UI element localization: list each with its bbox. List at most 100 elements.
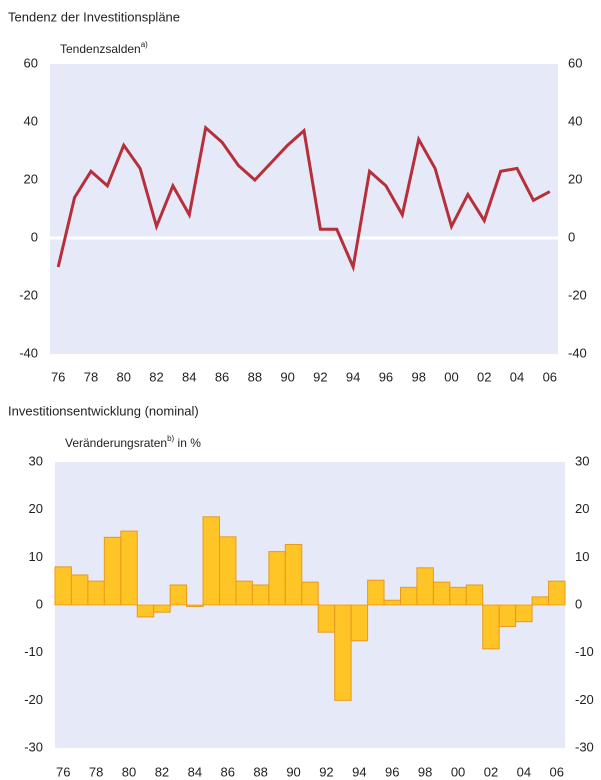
bar: [87, 580, 105, 606]
bar: [54, 566, 72, 606]
axis-label-text: Veränderungsraten: [65, 436, 167, 450]
bar: [186, 604, 204, 607]
x-tick-label: 98: [411, 369, 425, 384]
x-tick-label: 90: [280, 369, 294, 384]
x-tick-label: 86: [221, 764, 235, 779]
x-tick-label: 88: [248, 369, 262, 384]
x-tick-label: 80: [122, 764, 136, 779]
x-tick-label: 94: [346, 369, 360, 384]
x-tick-label: 94: [352, 764, 366, 779]
bar: [103, 536, 122, 606]
bar: [317, 604, 336, 633]
x-tick-label: 98: [418, 764, 432, 779]
bar: [482, 604, 500, 650]
chart-title: Tendenz der Investitionspläne: [8, 9, 180, 24]
axis-label: Veränderungsratenb) in %: [65, 434, 201, 450]
plot-area: [50, 64, 558, 354]
y-tick-label: 20: [24, 171, 38, 186]
chart-title: Investitionsentwicklung (nominal): [8, 403, 199, 418]
bar: [548, 580, 566, 606]
y-tick-label-right: -10: [575, 644, 594, 659]
y-tick-label-right: 60: [568, 55, 582, 70]
x-tick-label: 06: [550, 764, 564, 779]
x-tick-label: 84: [182, 369, 196, 384]
axis-label-note: b): [167, 434, 174, 443]
x-tick-label: 82: [155, 764, 169, 779]
bar: [235, 580, 253, 606]
bar: [399, 586, 418, 606]
x-tick-label: 02: [484, 764, 498, 779]
y-tick-label: 10: [29, 549, 43, 564]
y-tick-label: -30: [24, 739, 43, 754]
bar: [268, 551, 286, 606]
bar: [416, 567, 434, 606]
bar: [219, 536, 237, 606]
x-tick-label: 88: [253, 764, 267, 779]
bar: [531, 596, 550, 606]
y-tick-label: 30: [29, 453, 43, 468]
x-tick-label: 00: [451, 764, 465, 779]
bar: [449, 586, 467, 606]
bar: [251, 584, 270, 606]
y-tick-label: 60: [24, 55, 38, 70]
bar: [169, 584, 188, 606]
x-tick-label: 90: [286, 764, 300, 779]
y-tick-label-right: 0: [575, 596, 582, 611]
bar: [301, 581, 319, 606]
x-tick-label: 06: [543, 369, 557, 384]
bar: [136, 604, 155, 618]
y-tick-label: -10: [24, 644, 43, 659]
bar: [367, 579, 385, 606]
y-tick-label-right: 0: [568, 229, 575, 244]
y-tick-label: 20: [29, 501, 43, 516]
bar: [498, 604, 517, 627]
x-tick-label: 76: [56, 764, 70, 779]
y-tick-label: 40: [24, 113, 38, 128]
y-tick-label-right: -30: [575, 739, 594, 754]
bar: [383, 599, 401, 606]
axis-label-suffix: in %: [178, 436, 202, 450]
x-tick-label: 84: [188, 764, 202, 779]
x-tick-label: 92: [319, 764, 333, 779]
bar: [70, 574, 89, 606]
y-tick-label: 0: [36, 596, 43, 611]
bar: [153, 604, 171, 613]
bar: [284, 543, 303, 606]
x-tick-label: 78: [84, 369, 98, 384]
x-tick-label: 80: [117, 369, 131, 384]
bar: [202, 516, 221, 606]
axis-label-text: Tendenzsalden: [60, 42, 141, 56]
x-tick-label: 76: [51, 369, 65, 384]
bar: [350, 604, 369, 642]
bar: [120, 530, 138, 606]
y-tick-label: 0: [31, 229, 38, 244]
y-tick-label-right: 20: [575, 501, 589, 516]
bar: [432, 581, 451, 606]
x-tick-label: 78: [89, 764, 103, 779]
bar: [465, 584, 484, 606]
x-tick-label: 02: [477, 369, 491, 384]
axis-label-note: a): [141, 40, 148, 49]
bar: [515, 604, 533, 623]
bar: [334, 604, 352, 701]
y-tick-label-right: 10: [575, 549, 589, 564]
x-tick-label: 04: [510, 369, 524, 384]
line: [56, 124, 551, 273]
y-tick-label-right: -20: [575, 692, 594, 707]
y-tick-label-right: 40: [568, 113, 582, 128]
y-tick-label-right: -40: [568, 345, 587, 360]
x-tick-label: 04: [517, 764, 531, 779]
y-tick-label: -20: [19, 287, 38, 302]
y-tick-label-right: 30: [575, 453, 589, 468]
x-tick-label: 86: [215, 369, 229, 384]
y-tick-label: -20: [24, 692, 43, 707]
axis-label: Tendenzsaldena): [60, 40, 148, 56]
y-tick-label-right: 20: [568, 171, 582, 186]
x-tick-label: 82: [149, 369, 163, 384]
y-tick-label-right: -20: [568, 287, 587, 302]
x-tick-label: 96: [379, 369, 393, 384]
y-tick-label: -40: [19, 345, 38, 360]
x-tick-label: 92: [313, 369, 327, 384]
